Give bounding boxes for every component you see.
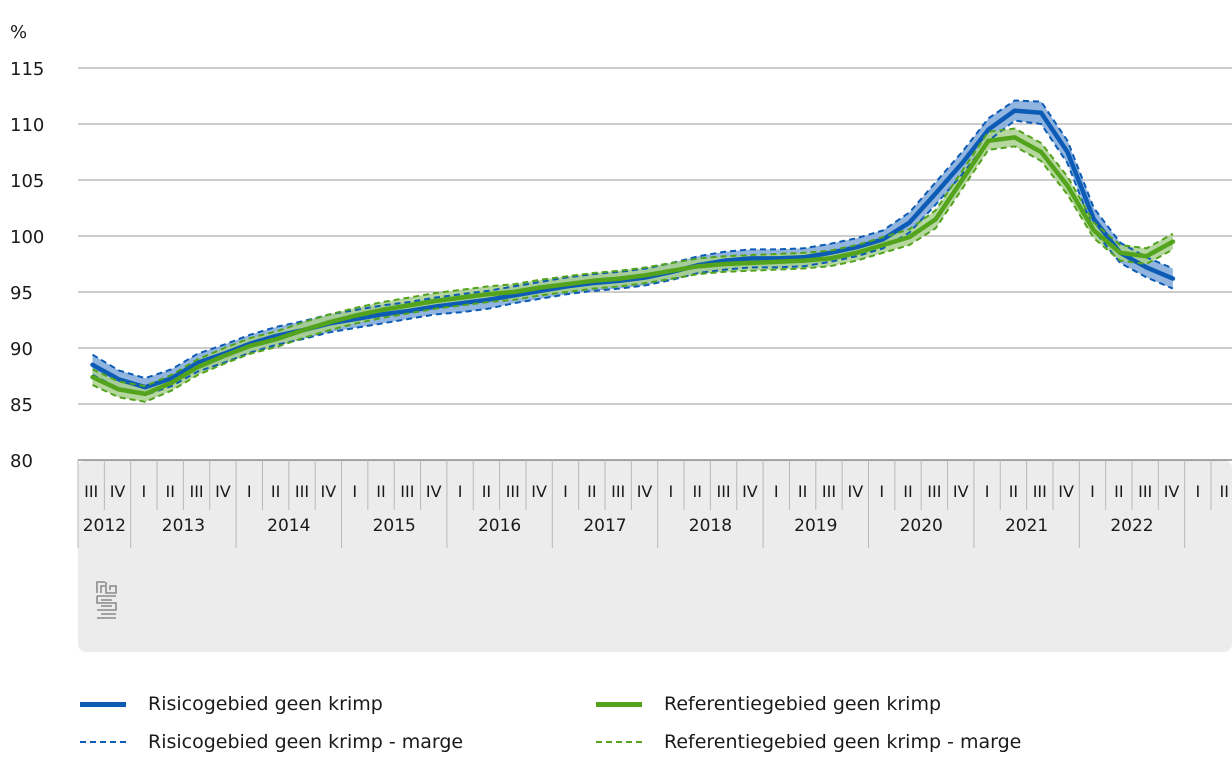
- quarter-tick-label: III: [295, 482, 309, 501]
- cbs-logo-icon: [96, 581, 117, 619]
- lower-margin-line-series-1: [92, 145, 1174, 403]
- quarter-tick-label: I: [563, 482, 568, 501]
- gridlines: [78, 67, 1232, 461]
- quarter-tick-label: IV: [215, 482, 231, 501]
- quarter-tick-label: III: [400, 482, 414, 501]
- year-tick-label: 2018: [689, 516, 732, 536]
- legend-item-risicogebied-marge: Risicogebied geen krimp - marge: [80, 731, 463, 753]
- legend-label-referentiegebied: Referentiegebied geen krimp: [664, 693, 942, 715]
- legend-item-risicogebied: Risicogebied geen krimp: [80, 693, 383, 715]
- year-tick-label: 2022: [1110, 516, 1153, 536]
- quarter-tick-label: I: [352, 482, 357, 501]
- y-tick-label: 100: [10, 227, 44, 248]
- legend-label-referentiegebied-marge: Referentiegebied geen krimp - marge: [664, 731, 1022, 753]
- quarter-tick-label: III: [84, 482, 98, 501]
- upper-margin-line-series-0: [91, 99, 1174, 380]
- y-tick-label: 90: [10, 339, 33, 360]
- quarter-tick-label: I: [142, 482, 147, 501]
- y-tick-label: 85: [10, 395, 33, 416]
- quarter-tick-label: IV: [531, 482, 547, 501]
- quarter-tick-label: I: [1196, 482, 1201, 501]
- quarter-tick-label: II: [798, 482, 807, 501]
- year-tick-label: 2019: [794, 516, 837, 536]
- legend-label-risicogebied-marge: Risicogebied geen krimp - marge: [148, 731, 464, 753]
- y-tick-label: 95: [10, 283, 33, 304]
- y-tick-label: 110: [10, 115, 44, 136]
- quarter-tick-label: I: [774, 482, 779, 501]
- legend-swatch-referentiegebied-marge: [596, 741, 642, 743]
- quarter-tick-label: II: [271, 482, 280, 501]
- legend-item-referentiegebied-marge: Referentiegebied geen krimp - marge: [596, 731, 1021, 753]
- quarter-tick-label: III: [1033, 482, 1047, 501]
- quarter-tick-label: III: [506, 482, 520, 501]
- quarter-tick-label: III: [716, 482, 730, 501]
- legend-swatch-risicogebied: [80, 701, 126, 707]
- y-tick-label: 115: [10, 59, 44, 80]
- quarter-tick-label: II: [587, 482, 596, 501]
- legend-swatch-risicogebied-marge: [80, 741, 126, 743]
- year-tick-label: 2012: [83, 516, 126, 536]
- y-tick-label: 105: [10, 171, 44, 192]
- quarter-tick-label: I: [458, 482, 463, 501]
- year-tick-label: 2016: [478, 516, 521, 536]
- quarter-tick-label: IV: [847, 482, 863, 501]
- quarter-tick-label: II: [1114, 482, 1123, 501]
- quarter-tick-label: III: [611, 482, 625, 501]
- quarter-tick-label: III: [822, 482, 836, 501]
- legend-item-referentiegebied: Referentiegebied geen krimp: [596, 693, 941, 715]
- year-tick-label: 2021: [1005, 516, 1048, 536]
- quarter-tick-label: II: [1009, 482, 1018, 501]
- quarter-tick-label: II: [482, 482, 491, 501]
- quarter-tick-label: IV: [637, 482, 653, 501]
- y-axis-unit-label: %: [10, 22, 27, 43]
- value-line-series-1: [90, 135, 1176, 397]
- axis-panel-background: [78, 460, 1232, 652]
- y-tick-label: 80: [10, 451, 33, 472]
- quarter-tick-label: I: [247, 482, 252, 501]
- year-tick-label: 2017: [583, 516, 626, 536]
- year-tick-label: 2020: [900, 516, 943, 536]
- quarter-tick-label: II: [166, 482, 175, 501]
- quarter-tick-label: I: [879, 482, 884, 501]
- year-tick-label: 2014: [267, 516, 310, 536]
- lower-margin-line-series-0: [92, 119, 1174, 397]
- quarter-tick-label: IV: [742, 482, 758, 501]
- quarter-tick-label: III: [1138, 482, 1152, 501]
- quarter-tick-label: III: [927, 482, 941, 501]
- legend: Risicogebied geen krimp Referentiegebied…: [80, 693, 1180, 763]
- quarter-tick-label: III: [189, 482, 203, 501]
- margin-band-series-1: [92, 128, 1173, 402]
- legend-label-risicogebied: Risicogebied geen krimp: [148, 693, 383, 715]
- x-axis: III IV I II III IV I II III IV I II III IV I II III IV I II…: [77, 460, 1229, 548]
- quarter-tick-label: I: [1090, 482, 1095, 501]
- quarter-tick-label: IV: [426, 482, 442, 501]
- quarter-tick-label: II: [693, 482, 702, 501]
- quarter-tick-label: IV: [320, 482, 336, 501]
- quarter-tick-label: II: [376, 482, 385, 501]
- year-tick-label: 2013: [162, 516, 205, 536]
- quarter-tick-label: II: [1220, 482, 1229, 501]
- upper-margin-line-series-1: [92, 127, 1174, 388]
- legend-swatch-referentiegebied: [596, 701, 642, 707]
- year-tick-label: 2015: [373, 516, 416, 536]
- quarter-tick-label: I: [669, 482, 674, 501]
- quarter-tick-label: IV: [110, 482, 126, 501]
- quarter-tick-label: I: [985, 482, 990, 501]
- quarter-tick-label: IV: [1058, 482, 1074, 501]
- y-axis-tick-labels: 80 85 90 95 100 105 110 115: [10, 59, 44, 472]
- plot-series: [90, 99, 1176, 403]
- quarter-tick-label: II: [903, 482, 912, 501]
- quarter-tick-label: IV: [1164, 482, 1180, 501]
- quarter-tick-label: IV: [953, 482, 969, 501]
